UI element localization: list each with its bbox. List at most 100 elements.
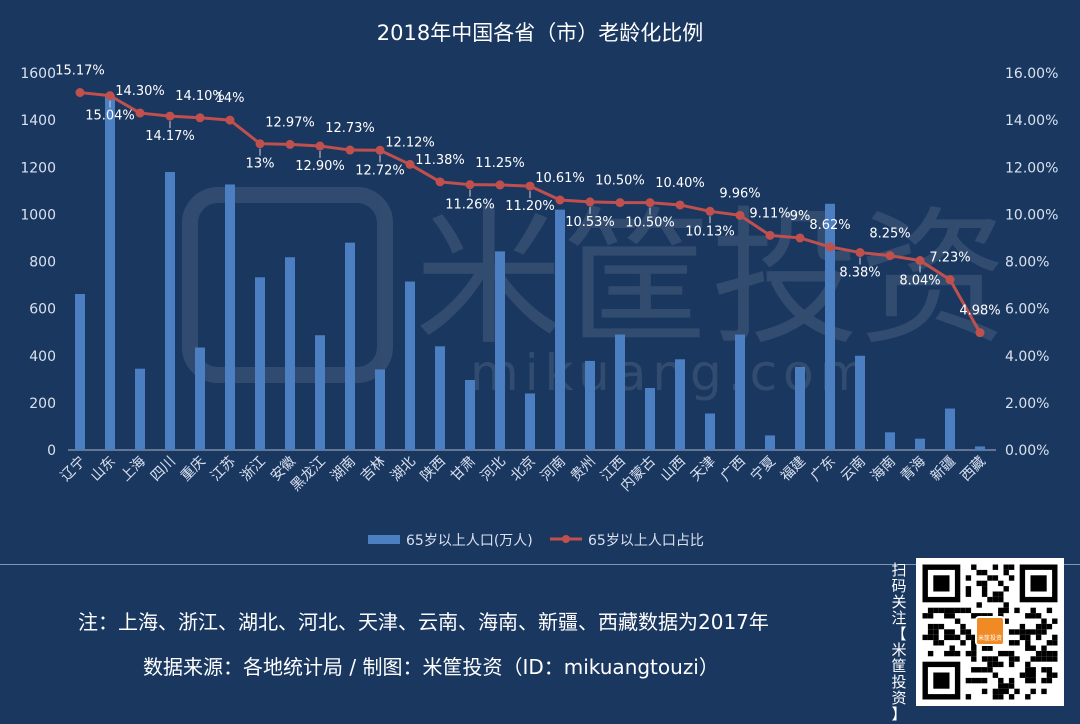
line-point xyxy=(105,91,115,101)
qr-module xyxy=(1003,569,1009,576)
qr-module xyxy=(1003,688,1009,695)
qr-module xyxy=(1035,623,1042,630)
right-axis-tick: 0.00% xyxy=(1005,443,1049,459)
qr-logo: 米筐投资 xyxy=(975,616,1005,646)
left-axis-tick: 400 xyxy=(29,349,56,365)
legend-bar-swatch xyxy=(368,535,400,544)
line-point xyxy=(735,210,745,220)
qr-module xyxy=(1003,586,1009,592)
qr-module xyxy=(954,634,961,641)
point-label: 11.38% xyxy=(415,153,465,168)
x-axis-label: 云南 xyxy=(838,454,869,485)
qr-module xyxy=(1030,656,1036,662)
qr-module xyxy=(998,580,1004,587)
qr-module xyxy=(1008,564,1015,570)
qr-caption-char: 米 xyxy=(891,641,907,659)
point-label: 10.50% xyxy=(625,216,675,231)
qr-module xyxy=(998,591,1004,597)
qr-module xyxy=(987,645,993,651)
x-axis-label: 湖南 xyxy=(328,454,359,485)
left-axis-tick: 0 xyxy=(47,443,56,459)
footer-divider xyxy=(0,564,1080,565)
qr-module xyxy=(1035,656,1042,662)
qr-module xyxy=(998,683,1004,689)
qr-module xyxy=(1003,618,1009,624)
qr-module xyxy=(960,623,966,630)
qr-module xyxy=(954,618,961,624)
qr-module xyxy=(1014,688,1020,695)
qr-module xyxy=(960,640,966,646)
qr-module xyxy=(927,634,934,641)
x-axis-label: 甘肃 xyxy=(448,454,479,485)
qr-module xyxy=(992,656,999,662)
qr-module xyxy=(992,688,999,695)
qr-module xyxy=(992,596,999,603)
x-axis-label: 宁夏 xyxy=(747,453,779,485)
bar xyxy=(825,203,835,450)
line-point xyxy=(825,242,835,252)
line-point xyxy=(435,177,445,187)
qr-module xyxy=(960,629,966,635)
qr-module xyxy=(1041,677,1047,684)
qr-module xyxy=(1019,623,1026,630)
point-label: 14.17% xyxy=(145,129,195,144)
bar xyxy=(615,334,625,450)
qr-module xyxy=(1003,650,1009,657)
qr-module xyxy=(1008,683,1015,689)
qr-module xyxy=(1014,607,1020,614)
qr-module xyxy=(998,607,1004,614)
qr-module xyxy=(1041,656,1047,662)
bar xyxy=(555,209,565,450)
qr-module xyxy=(971,613,977,619)
bar xyxy=(345,242,355,450)
qr-module xyxy=(949,645,955,651)
qr-caption: 扫 码 关 注 【 米 筐 投 资 】 xyxy=(884,562,914,722)
point-label: 9.96% xyxy=(719,186,760,201)
x-axis-labels: 辽宁山东上海四川重庆江苏浙江安徽黑龙江湖南吉林湖北陕西甘肃河北北京河南贵州江西内… xyxy=(57,453,989,495)
qr-module xyxy=(1052,640,1058,646)
qr-module xyxy=(998,650,1004,657)
qr-module xyxy=(981,688,988,695)
qr-module xyxy=(976,569,982,576)
qr-module xyxy=(1008,629,1015,635)
point-label: 12.12% xyxy=(385,135,435,150)
point-label: 13% xyxy=(246,157,275,172)
point-label: 14.10% xyxy=(175,89,225,104)
x-axis-label: 青海 xyxy=(898,454,929,485)
qr-module xyxy=(949,607,955,614)
bar xyxy=(285,257,295,450)
qr-module xyxy=(976,677,982,684)
qr-module xyxy=(987,575,993,581)
qr-caption-char: 码 xyxy=(891,577,907,595)
bar xyxy=(945,408,955,450)
qr-module xyxy=(1035,629,1042,635)
bar xyxy=(255,277,265,450)
qr-module xyxy=(933,640,939,646)
qr-module xyxy=(1014,640,1020,646)
line-point xyxy=(255,139,265,149)
line-point xyxy=(645,198,655,208)
x-axis-label: 内蒙古 xyxy=(618,454,659,495)
x-axis-label: 山西 xyxy=(658,454,689,485)
point-label: 14.30% xyxy=(115,84,165,99)
qr-module xyxy=(1008,677,1015,684)
bar xyxy=(135,368,145,450)
left-axis-tick: 600 xyxy=(29,302,56,318)
qr-module xyxy=(1025,672,1031,678)
line-point xyxy=(165,111,175,121)
qr-caption-char: 扫 xyxy=(891,561,907,579)
qr-module xyxy=(933,607,939,614)
right-axis-tick: 12.00% xyxy=(1005,160,1058,176)
qr-module xyxy=(1041,667,1047,673)
x-axis-label: 新疆 xyxy=(928,454,959,485)
qr-module xyxy=(1019,629,1026,635)
qr-module xyxy=(971,677,977,684)
qr-module xyxy=(1030,672,1036,678)
point-label: 12.73% xyxy=(325,121,375,136)
qr-module xyxy=(981,586,988,592)
qr-module xyxy=(971,634,977,641)
qr-module xyxy=(965,586,972,592)
qr-finder xyxy=(933,672,950,689)
qr-module xyxy=(992,672,999,678)
qr-module xyxy=(1046,677,1053,684)
